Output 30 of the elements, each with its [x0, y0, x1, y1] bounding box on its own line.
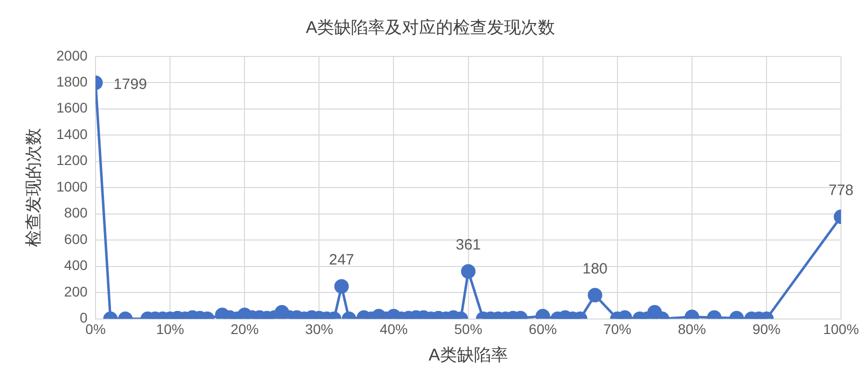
x-axis-title: A类缺陷率: [428, 345, 508, 364]
x-tick-label: 90%: [752, 321, 780, 338]
x-tick-label: 40%: [380, 321, 408, 338]
x-tick-label: 80%: [678, 321, 706, 338]
x-tick-label: 70%: [603, 321, 632, 338]
x-tick-label: 60%: [528, 321, 557, 338]
x-tick-label: 20%: [230, 321, 259, 338]
x-tick-label: 30%: [305, 321, 334, 338]
x-tick-label: 0%: [85, 321, 106, 338]
x-tick-label: 10%: [156, 321, 184, 338]
y-tick-label: 1400: [56, 126, 88, 142]
x-tick-label: 100%: [823, 321, 859, 338]
text: 361: [456, 236, 481, 254]
text: 1799: [114, 76, 147, 93]
y-tick-label: 200: [64, 283, 88, 300]
y-tick-label: 1000: [56, 178, 88, 194]
x-tick-label: 50%: [454, 321, 482, 338]
text: 180: [582, 260, 608, 278]
y-tick-label: 600: [64, 230, 88, 247]
chart-title: A类缺陷率及对应的检查发现次数: [306, 18, 556, 37]
y-tick-label: 400: [64, 257, 88, 274]
y-tick-label: 0: [80, 310, 88, 326]
text: 247: [329, 252, 354, 269]
y-tick-label: 800: [64, 204, 88, 221]
y-axis-title: 检查发现的次数: [24, 128, 43, 248]
y-tick-label: 1600: [56, 100, 88, 116]
y-tick-label: 2000: [56, 47, 88, 64]
y-tick-label: 1200: [56, 152, 88, 168]
text: 778: [828, 182, 854, 199]
y-tick-label: 1800: [56, 74, 88, 90]
